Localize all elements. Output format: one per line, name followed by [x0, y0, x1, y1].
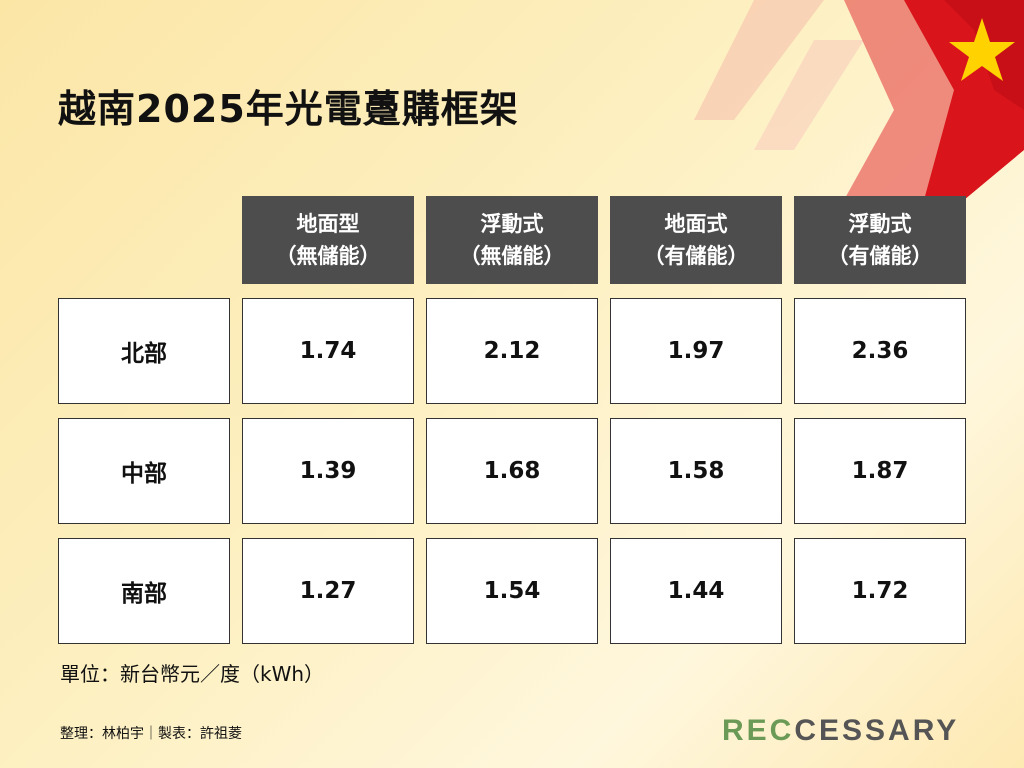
unit-note: 單位：新台幣元／度（kWh） — [60, 662, 325, 686]
table-cell: 1.72 — [794, 538, 966, 644]
column-header: 浮動式 （無儲能） — [426, 196, 598, 284]
table-cell: 1.44 — [610, 538, 782, 644]
column-header: 地面型 （無儲能） — [242, 196, 414, 284]
brand-logo: RECCESSARY — [722, 714, 960, 747]
table-cell: 1.27 — [242, 538, 414, 644]
column-header: 浮動式 （有儲能） — [794, 196, 966, 284]
column-header: 地面式 （有儲能） — [610, 196, 782, 284]
star-icon — [949, 18, 1015, 81]
table-cell: 2.36 — [794, 298, 966, 404]
table-cell: 1.54 — [426, 538, 598, 644]
table-cell: 1.74 — [242, 298, 414, 404]
row-label: 中部 — [58, 418, 230, 524]
table-cell: 2.12 — [426, 298, 598, 404]
table-cell: 1.87 — [794, 418, 966, 524]
table-cell: 1.58 — [610, 418, 782, 524]
credit-line: 整理：林柏宇｜製表：許祖菱 — [60, 726, 242, 742]
table-cell: 1.39 — [242, 418, 414, 524]
row-label: 南部 — [58, 538, 230, 644]
table-cell: 1.97 — [610, 298, 782, 404]
vietnam-flag-decoration — [694, 0, 1024, 200]
row-label: 北部 — [58, 298, 230, 404]
table-cell: 1.68 — [426, 418, 598, 524]
page-title: 越南2025年光電躉購框架 — [58, 87, 519, 131]
